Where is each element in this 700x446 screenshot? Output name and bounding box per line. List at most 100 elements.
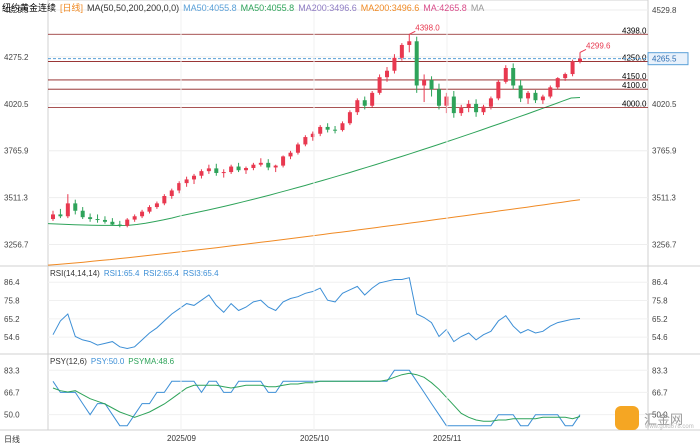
- candle-body: [192, 175, 197, 180]
- candle-body: [117, 224, 122, 226]
- candle-body: [221, 172, 226, 174]
- watermark-logo-icon: [615, 406, 639, 430]
- chart-header: 纽约黄金连续 [日线] MA(50,50,200,200,0,0) MA50:4055…: [2, 1, 488, 14]
- candle-body: [436, 89, 441, 106]
- y-tick-right: 3511.3: [652, 194, 676, 203]
- annotation-4398.0: 4398.0: [415, 23, 440, 32]
- candle-body: [496, 81, 501, 99]
- ma-value-4: MA200:3496.6: [360, 3, 420, 13]
- candle-body: [422, 79, 427, 86]
- candle-body: [399, 44, 404, 58]
- candle-body: [147, 207, 152, 212]
- candle-body: [243, 168, 248, 171]
- candle-body: [370, 92, 375, 106]
- psy-header: PSY(12,6) PSY:50.0 PSYMA:48.6: [50, 357, 174, 366]
- candle-body: [526, 92, 531, 99]
- candle-body: [518, 85, 523, 99]
- candle-body: [466, 103, 471, 108]
- candle-body: [73, 203, 78, 211]
- rsi-y-tick-right: 86.4: [652, 278, 668, 287]
- candle-body: [281, 156, 286, 166]
- psy-y-tick-left: 66.7: [4, 388, 20, 397]
- level-label-4150.0: 4150.0: [622, 72, 647, 81]
- ma-value-2: MA50:4055.8: [240, 3, 295, 13]
- level-label-4000.0: 4000.0: [622, 100, 647, 109]
- y-tick-left: 4275.2: [4, 53, 29, 62]
- current-price-box: [647, 52, 689, 66]
- psy-y-tick-left: 83.3: [4, 366, 20, 375]
- y-tick-left: 3256.7: [4, 241, 29, 250]
- candle-body: [102, 219, 107, 222]
- rsi-y-tick-right: 75.8: [652, 297, 668, 306]
- candle-body: [88, 217, 93, 220]
- rsi-y-tick-left: 54.6: [4, 333, 20, 342]
- candle-body: [578, 58, 582, 62]
- candle-body: [481, 106, 486, 113]
- candle-body: [451, 96, 456, 114]
- candle-body: [184, 179, 189, 184]
- candle-body: [162, 196, 167, 204]
- y-tick-left: 4020.5: [4, 100, 29, 109]
- candle-body: [140, 211, 145, 217]
- period-box: [0, 432, 44, 446]
- rsi-y-tick-right: 65.2: [652, 315, 668, 324]
- rsi-y-tick-left: 65.2: [4, 315, 20, 324]
- candle-body: [540, 96, 545, 101]
- x-tick-2025/11: 2025/11: [433, 434, 462, 443]
- annotation-arrow: [409, 30, 416, 35]
- candle-body: [251, 164, 256, 169]
- candle-body: [511, 67, 516, 86]
- candle-body: [80, 210, 85, 218]
- rsi1-value: RSI1:65.4: [103, 269, 140, 278]
- candle-body: [474, 103, 479, 113]
- candle-body: [229, 166, 234, 173]
- rsi2-value: RSI2:65.4: [143, 269, 179, 278]
- candle-body: [65, 203, 70, 217]
- psy-value: PSY:50.0: [90, 357, 125, 366]
- y-tick-right: 3765.9: [652, 147, 677, 156]
- rsi-label: RSI(14,14,14): [50, 269, 100, 278]
- candle-body: [548, 87, 553, 97]
- candle-body: [503, 67, 508, 82]
- period-tag[interactable]: [日线]: [60, 3, 84, 13]
- candle-body: [110, 221, 115, 225]
- candle-body: [51, 214, 55, 220]
- instrument-title: 纽约黄金连续: [2, 3, 57, 13]
- candle-body: [347, 112, 352, 124]
- psyma-line: [52, 372, 581, 422]
- candle-body: [310, 133, 315, 138]
- candle-body: [459, 107, 464, 114]
- rsi-header: RSI(14,14,14) RSI1:65.4 RSI2:65.4 RSI3:65.4: [50, 269, 219, 278]
- candle-body: [563, 74, 568, 79]
- rsi-y-tick-left: 86.4: [4, 278, 20, 287]
- candle-body: [570, 61, 575, 75]
- candle-body: [258, 162, 263, 165]
- psy-label: PSY(12,6): [50, 357, 87, 366]
- y-tick-left: 3765.9: [4, 147, 29, 156]
- rsi-line: [52, 277, 581, 350]
- candle-body: [288, 152, 293, 157]
- rsi-y-tick-left: 75.8: [4, 297, 20, 306]
- y-tick-right: 3256.7: [652, 241, 677, 250]
- annotation-4299.6: 4299.6: [586, 41, 611, 50]
- ma-value-6: MA: [470, 3, 485, 13]
- ma-value-5: MA:4265.8: [423, 3, 467, 13]
- psy-y-tick-left: 50.0: [4, 411, 20, 420]
- psy-line: [52, 369, 581, 427]
- bottom-period-label: 日线: [4, 434, 20, 444]
- ma-value-1: MA50:4055.8: [183, 3, 237, 13]
- level-label-4100.0: 4100.0: [622, 81, 647, 90]
- candle-body: [333, 129, 338, 131]
- candle-body: [318, 126, 323, 134]
- candle-body: [273, 165, 278, 168]
- candle-body: [295, 144, 300, 153]
- y-tick-left: 3511.3: [4, 194, 28, 203]
- level-label-4250.0: 4250.0: [622, 54, 647, 63]
- candle-body: [199, 171, 204, 176]
- rsi-y-tick-right: 54.6: [652, 333, 668, 342]
- candle-body: [444, 96, 449, 106]
- candle-body: [325, 126, 330, 130]
- ma-value-3: MA200:3496.6: [298, 3, 357, 13]
- candle-body: [392, 57, 397, 71]
